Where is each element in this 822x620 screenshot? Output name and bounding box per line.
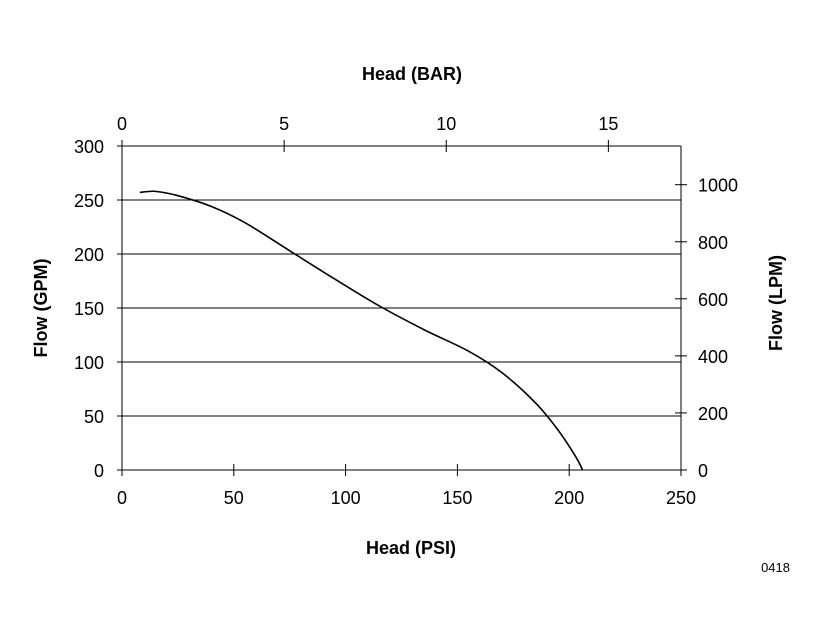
y2-tick-label: 1000 xyxy=(698,176,738,196)
y2-tick-label: 600 xyxy=(698,290,728,310)
x-axis-title: Head (PSI) xyxy=(366,538,456,558)
x-tick-label: 50 xyxy=(224,488,244,508)
x-tick-label: 0 xyxy=(117,488,127,508)
y2-tick-label: 200 xyxy=(698,404,728,424)
y-tick-label: 0 xyxy=(94,461,104,481)
y-tick-label: 50 xyxy=(84,407,104,427)
grid-lines xyxy=(122,145,681,417)
y-tick-label: 300 xyxy=(74,137,104,157)
y2-axis-title: Flow (LPM) xyxy=(766,255,786,351)
x-tick-label: 100 xyxy=(331,488,361,508)
y-axis-title: Flow (GPM) xyxy=(31,259,51,358)
y2-tick-label: 800 xyxy=(698,233,728,253)
series-layer xyxy=(139,190,584,471)
x2-tick-label: 10 xyxy=(436,114,456,134)
tick-marks xyxy=(117,140,687,476)
x2-tick-label: 0 xyxy=(117,114,127,134)
x2-axis-title: Head (BAR) xyxy=(362,64,462,84)
y-tick-label: 100 xyxy=(74,353,104,373)
x-tick-label: 250 xyxy=(666,488,696,508)
y-tick-label: 150 xyxy=(74,299,104,319)
figure-code: 0418 xyxy=(761,560,790,575)
y2-tick-label: 0 xyxy=(698,461,708,481)
y-tick-label: 200 xyxy=(74,245,104,265)
y2-tick-label: 400 xyxy=(698,347,728,367)
pump-curve-line xyxy=(139,190,584,471)
x-tick-label: 150 xyxy=(442,488,472,508)
x2-tick-label: 15 xyxy=(598,114,618,134)
x2-tick-label: 5 xyxy=(279,114,289,134)
x-tick-label: 200 xyxy=(554,488,584,508)
y-tick-label: 250 xyxy=(74,191,104,211)
